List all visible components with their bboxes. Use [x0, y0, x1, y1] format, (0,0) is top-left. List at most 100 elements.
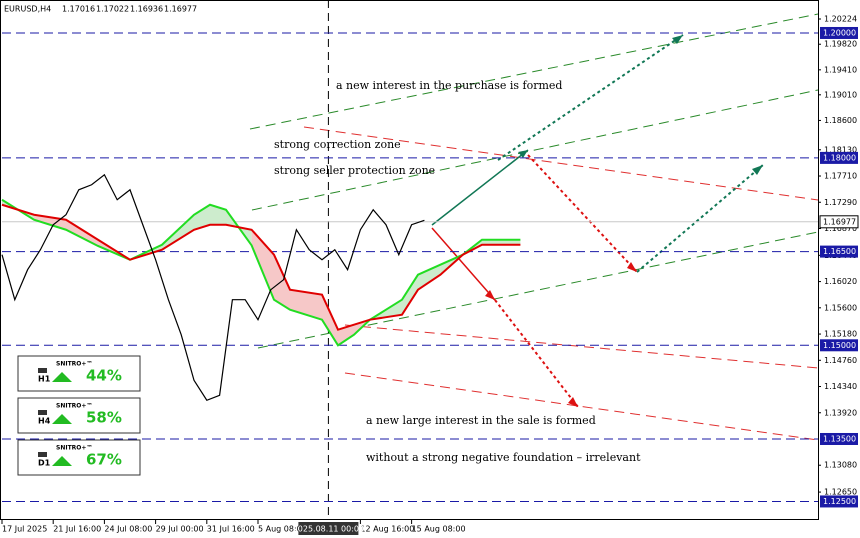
chart-title: EURUSD,H4: [4, 5, 51, 14]
arrow: [494, 299, 579, 408]
x-tick-label: 5 Aug 08:00: [258, 525, 307, 534]
indicator-arrow: [52, 456, 72, 466]
trend-line: [251, 89, 819, 211]
x-tick-label: 29 Jul 00:00: [156, 525, 204, 534]
price-box: [819, 215, 859, 229]
trend-line: [303, 126, 819, 201]
cloud: [338, 324, 354, 346]
annotation: a new large interest in the sale is form…: [366, 414, 596, 427]
plot-frame: [0, 0, 819, 520]
series-line: [1, 198, 521, 347]
x-tick-label: 15 Aug 08:00: [412, 525, 466, 534]
cloud: [386, 299, 402, 318]
indicator-name: SNITRO+™: [56, 403, 92, 410]
y-tick-label: 1.16020: [824, 277, 857, 286]
ohlc: 1.17016 1.17022 1.16936 1.16977: [62, 5, 197, 14]
cloud: [402, 274, 418, 315]
y-tick-label: 1.12650: [824, 488, 857, 497]
indicator-timeframe: H4: [38, 417, 51, 426]
y-tick-label: 1.20224: [824, 14, 857, 23]
indicator-panel: [17, 397, 141, 434]
y-tick-label: 1.19820: [824, 40, 857, 49]
crosshair-label: 2025.08.11 00:00: [293, 525, 364, 534]
cloud: [34, 214, 66, 230]
cloud: [194, 204, 210, 230]
level-label: 1.13500: [823, 434, 856, 443]
level-label: 1.18000: [823, 153, 856, 162]
arrow: [527, 154, 638, 273]
x-tick-label: 24 Jul 08:00: [104, 525, 152, 534]
annotation: without a strong negative foundation – i…: [366, 451, 641, 464]
indicator-timeframe: D1: [38, 459, 51, 468]
annotation: a new interest in the purchase is formed: [336, 79, 562, 92]
arrow-head: [752, 165, 763, 175]
arrow: [431, 227, 496, 301]
annotation: strong correction zone: [274, 138, 401, 151]
arrow-head: [485, 290, 495, 300]
level-box: [820, 245, 858, 258]
series-line: [1, 173, 425, 401]
arrow: [497, 34, 684, 161]
indicator-value: 44%: [86, 367, 122, 385]
y-tick-label: 1.15600: [824, 303, 857, 312]
y-tick-label: 1.18130: [824, 145, 857, 154]
level-label: 1.20000: [823, 28, 856, 37]
cloud: [322, 294, 338, 346]
level-label: 1.16500: [823, 247, 856, 256]
indicator-arrow: [52, 414, 72, 424]
level-box: [820, 151, 858, 164]
indicator-panel: [17, 439, 141, 476]
price-label: 1.16977: [823, 217, 856, 226]
level-box: [820, 495, 858, 508]
cloud: [274, 254, 290, 310]
level-box: [820, 432, 858, 445]
y-tick-label: 1.15180: [824, 330, 857, 339]
x-tick-label: 17 Jul 2025: [2, 525, 47, 534]
y-tick-label: 1.19010: [824, 90, 857, 99]
ohlc-value: 1.17016: [62, 5, 95, 14]
level-box: [820, 339, 858, 352]
x-tick-label: 31 Jul 16:00: [207, 525, 255, 534]
y-tick-label: 1.14340: [824, 382, 857, 391]
indicator-icon: [38, 410, 47, 415]
indicator-timeframe: H1: [38, 375, 51, 384]
crosshair-box: [298, 522, 359, 535]
y-tick-label: 1.17290: [824, 198, 857, 207]
indicator-value: 58%: [86, 409, 122, 427]
y-tick-label: 1.16870: [824, 224, 857, 233]
level-label: 1.15000: [823, 341, 856, 350]
ohlc-value: 1.16977: [164, 5, 197, 14]
ohlc-value: 1.17022: [96, 5, 129, 14]
indicator-value: 67%: [86, 451, 122, 469]
level-box: [820, 26, 858, 39]
annotation: strong seller protection zone: [274, 164, 435, 177]
indicator-icon: [38, 368, 47, 373]
arrow-head: [518, 150, 528, 158]
indicator-panel: [17, 355, 141, 392]
y-tick-label: 1.19410: [824, 65, 857, 74]
indicator-name: SNITRO+™: [56, 445, 92, 452]
cloud: [251, 229, 274, 300]
y-tick-label: 1.18600: [824, 116, 857, 125]
cloud: [66, 219, 98, 246]
indicator-arrow: [52, 372, 72, 382]
y-tick-label: 1.13920: [824, 408, 857, 417]
arrow-head: [568, 397, 578, 407]
y-tick-label: 1.17710: [824, 172, 857, 181]
indicator-icon: [38, 452, 47, 457]
x-tick-label: 12 Aug 16:00: [360, 525, 414, 534]
indicator-name: SNITRO+™: [56, 361, 92, 368]
cloud: [418, 264, 441, 290]
cloud: [482, 239, 521, 245]
x-tick-label: 21 Jul 16:00: [53, 525, 101, 534]
y-tick-label: 1.14760: [824, 356, 857, 365]
arrow-head: [627, 262, 637, 272]
arrow: [431, 149, 529, 226]
series-line: [1, 203, 521, 331]
cloud: [210, 204, 226, 225]
y-tick-label: 1.13080: [824, 461, 857, 470]
arrow-head: [672, 35, 683, 44]
ohlc-value: 1.16936: [130, 5, 163, 14]
level-label: 1.12500: [823, 497, 856, 506]
